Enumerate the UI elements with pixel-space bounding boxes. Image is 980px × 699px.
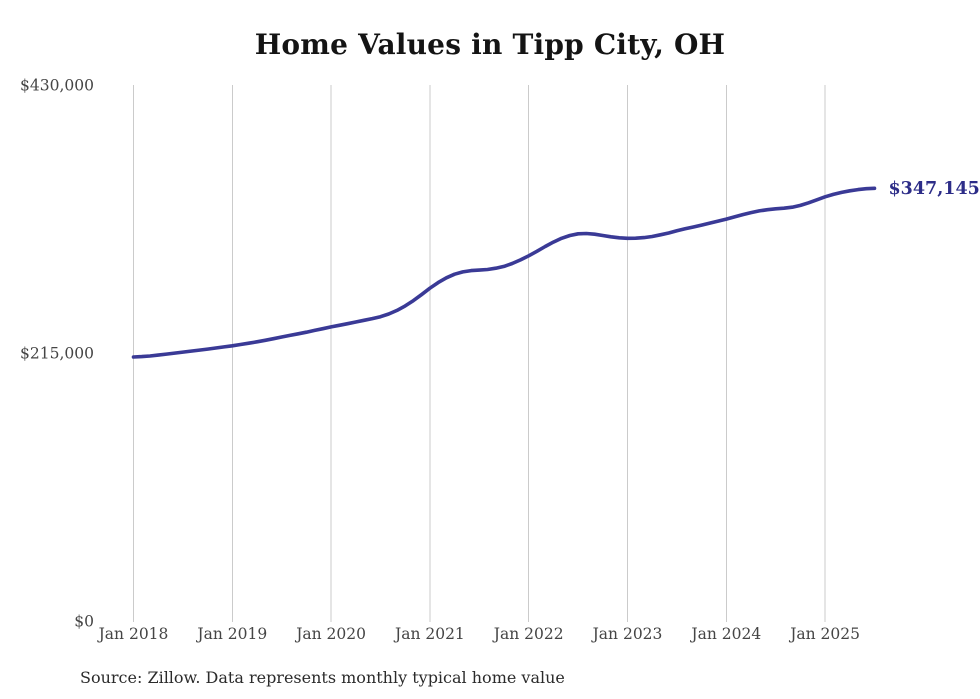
y-tick-label: $430,000	[20, 77, 94, 95]
x-tick-label: Jan 2018	[97, 625, 169, 643]
x-tick-label: Jan 2022	[492, 625, 564, 643]
x-tick-label: Jan 2025	[788, 625, 860, 643]
y-tick-label: $215,000	[20, 345, 94, 363]
latest-value-label: $347,145	[888, 178, 980, 199]
source-note: Source: Zillow. Data represents monthly …	[80, 668, 565, 687]
x-tick-label: Jan 2020	[294, 625, 366, 643]
home-value-series-line	[131, 186, 877, 359]
x-tick-label: Jan 2019	[195, 625, 267, 643]
x-tick-label: Jan 2024	[689, 625, 761, 643]
y-tick-label: $0	[74, 613, 94, 631]
x-tick-label: Jan 2023	[591, 625, 663, 643]
chart-title: Home Values in Tipp City, OH	[254, 28, 726, 61]
x-tick-label: Jan 2021	[393, 625, 465, 643]
